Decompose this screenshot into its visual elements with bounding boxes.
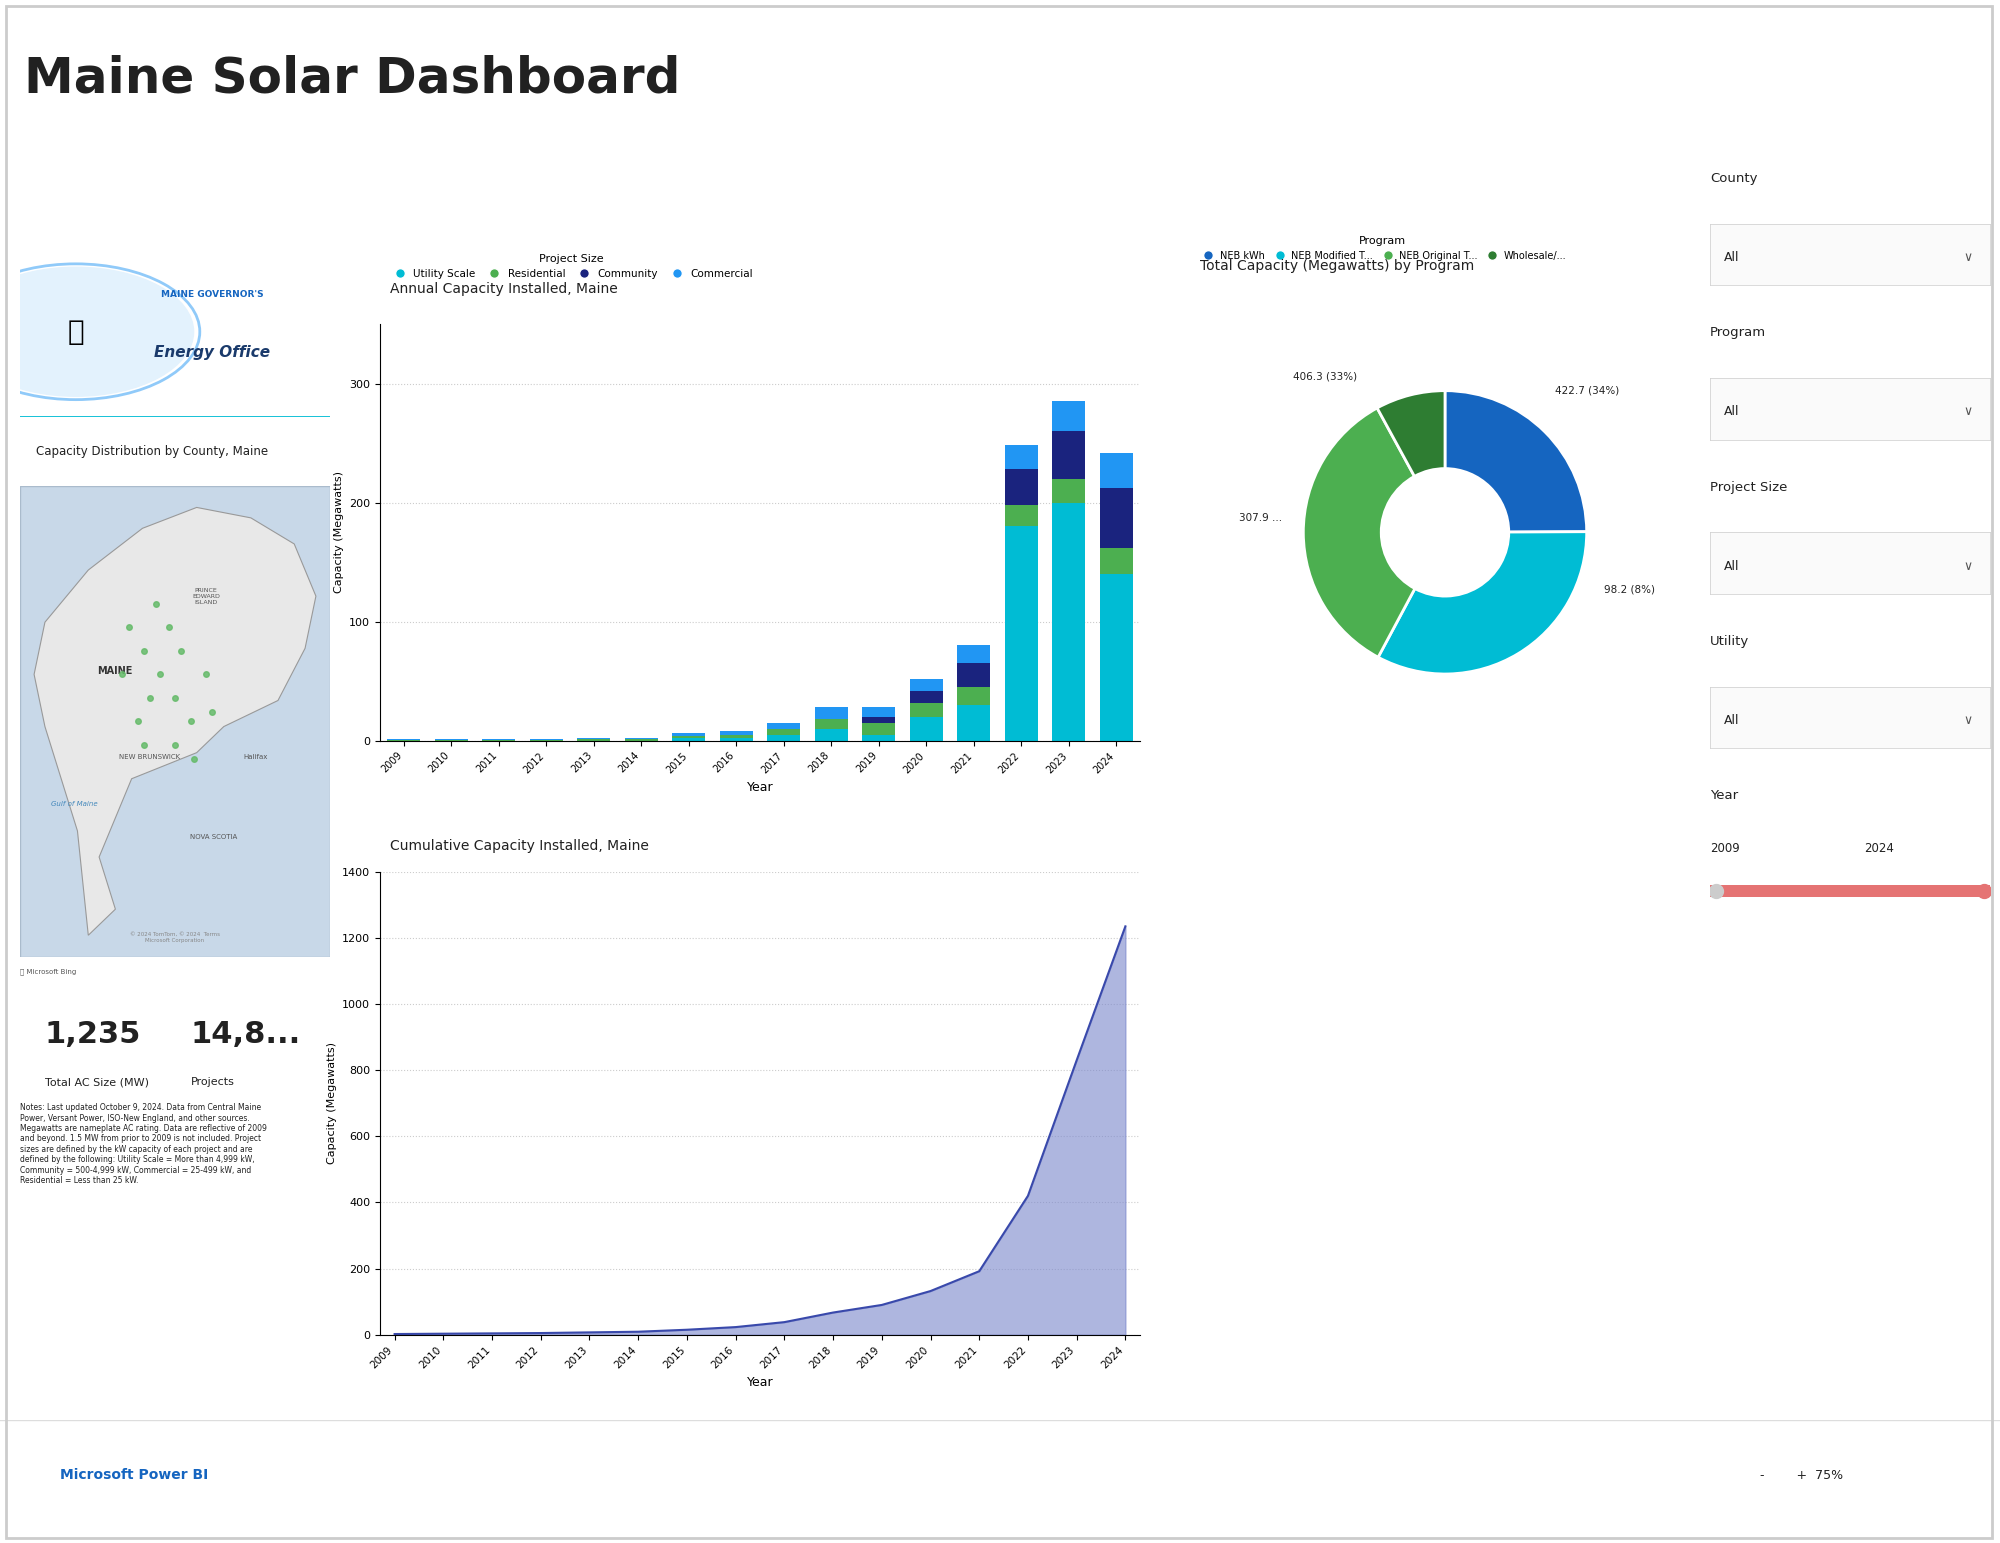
Bar bbox=[672, 733, 706, 736]
Text: NOVA SCOTIA: NOVA SCOTIA bbox=[190, 835, 238, 839]
Text: Energy Office: Energy Office bbox=[154, 344, 270, 360]
Text: All: All bbox=[1724, 714, 1740, 727]
Bar bbox=[1100, 452, 1132, 488]
Text: Year: Year bbox=[1710, 790, 1738, 802]
Text: 2024: 2024 bbox=[1864, 842, 1894, 855]
Text: ∨: ∨ bbox=[1964, 560, 1972, 572]
Text: Total AC Size (MW): Total AC Size (MW) bbox=[44, 1077, 148, 1088]
Bar bbox=[1100, 548, 1132, 574]
Bar bbox=[862, 707, 896, 717]
Text: © 2024 TomTom, © 2024  Terms
Microsoft Corporation: © 2024 TomTom, © 2024 Terms Microsoft Co… bbox=[130, 932, 220, 943]
Text: MAINE: MAINE bbox=[98, 667, 132, 676]
Bar bbox=[768, 734, 800, 741]
Bar bbox=[720, 731, 752, 734]
Y-axis label: Capacity (Megawatts): Capacity (Megawatts) bbox=[334, 471, 344, 594]
Text: All: All bbox=[1724, 560, 1740, 572]
Bar bbox=[1004, 469, 1038, 505]
Text: 14,8...: 14,8... bbox=[190, 1020, 300, 1049]
Text: 307.9 ...: 307.9 ... bbox=[1240, 514, 1282, 523]
Bar bbox=[672, 738, 706, 741]
Text: PRINCE
EDWARD
ISLAND: PRINCE EDWARD ISLAND bbox=[192, 588, 220, 605]
Text: Maine Solar Dashboard: Maine Solar Dashboard bbox=[24, 54, 680, 102]
Bar bbox=[1100, 574, 1132, 741]
Text: All: All bbox=[1724, 406, 1740, 418]
Bar bbox=[1004, 446, 1038, 469]
Text: County: County bbox=[1710, 173, 1758, 185]
Text: 406.3 (33%): 406.3 (33%) bbox=[1292, 372, 1356, 381]
Text: 2009: 2009 bbox=[1710, 842, 1740, 855]
Text: ∨: ∨ bbox=[1964, 714, 1972, 727]
Bar bbox=[958, 705, 990, 741]
Bar bbox=[958, 663, 990, 687]
Bar bbox=[1052, 478, 1086, 503]
Bar bbox=[1052, 430, 1086, 478]
Bar bbox=[720, 734, 752, 738]
Text: Total Capacity (Megawatts) by Program: Total Capacity (Megawatts) by Program bbox=[1200, 259, 1474, 273]
Bar bbox=[814, 719, 848, 728]
Text: 🗺: 🗺 bbox=[68, 318, 84, 346]
Bar bbox=[814, 707, 848, 719]
Polygon shape bbox=[34, 508, 316, 935]
FancyBboxPatch shape bbox=[20, 486, 330, 957]
Text: Gulf of Maine: Gulf of Maine bbox=[52, 801, 98, 807]
Bar bbox=[910, 702, 942, 717]
Text: Utility: Utility bbox=[1710, 636, 1750, 648]
Text: 🔍 Microsoft Bing: 🔍 Microsoft Bing bbox=[20, 969, 76, 975]
Y-axis label: Capacity (Megawatts): Capacity (Megawatts) bbox=[326, 1042, 336, 1165]
Bar bbox=[910, 717, 942, 741]
Bar bbox=[814, 728, 848, 741]
Bar bbox=[958, 645, 990, 663]
Bar bbox=[1052, 401, 1086, 430]
X-axis label: Year: Year bbox=[746, 781, 774, 793]
Text: MAINE GOVERNOR'S: MAINE GOVERNOR'S bbox=[160, 290, 264, 299]
Legend: Utility Scale, Residential, Community, Commercial: Utility Scale, Residential, Community, C… bbox=[386, 250, 758, 282]
Bar bbox=[910, 679, 942, 691]
Legend: NEB kWh, NEB Modified T..., NEB Original T..., Wholesale/...: NEB kWh, NEB Modified T..., NEB Original… bbox=[1194, 231, 1570, 265]
Wedge shape bbox=[1304, 407, 1414, 657]
Bar bbox=[1004, 505, 1038, 526]
Text: Annual Capacity Installed, Maine: Annual Capacity Installed, Maine bbox=[390, 282, 618, 296]
Text: Halifax: Halifax bbox=[244, 755, 268, 761]
Text: Microsoft Power BI: Microsoft Power BI bbox=[60, 1467, 208, 1483]
Text: 422.7 (34%): 422.7 (34%) bbox=[1554, 386, 1618, 395]
Wedge shape bbox=[1378, 532, 1586, 674]
Bar bbox=[1710, 886, 1990, 896]
Text: -        +  75%: - + 75% bbox=[1760, 1469, 1844, 1481]
Bar bbox=[768, 722, 800, 728]
Wedge shape bbox=[1378, 390, 1446, 477]
Text: NEW BRUNSWICK: NEW BRUNSWICK bbox=[120, 755, 180, 761]
Bar bbox=[862, 734, 896, 741]
Circle shape bbox=[0, 267, 194, 397]
Bar bbox=[672, 736, 706, 738]
Bar bbox=[768, 728, 800, 734]
Text: Notes: Last updated October 9, 2024. Data from Central Maine
Power, Versant Powe: Notes: Last updated October 9, 2024. Dat… bbox=[20, 1103, 266, 1185]
Bar bbox=[1004, 526, 1038, 741]
Bar bbox=[1710, 886, 1990, 896]
Bar bbox=[910, 691, 942, 702]
Text: Projects: Projects bbox=[190, 1077, 234, 1088]
X-axis label: Year: Year bbox=[746, 1376, 774, 1389]
Text: ∨: ∨ bbox=[1964, 252, 1972, 264]
Bar bbox=[958, 687, 990, 705]
Bar bbox=[1100, 488, 1132, 548]
Text: All: All bbox=[1724, 252, 1740, 264]
Text: ∨: ∨ bbox=[1964, 406, 1972, 418]
Text: Program: Program bbox=[1710, 327, 1766, 339]
Text: Project Size: Project Size bbox=[1710, 481, 1788, 494]
Bar bbox=[720, 738, 752, 741]
Wedge shape bbox=[1444, 390, 1586, 532]
Text: Capacity Distribution by County, Maine: Capacity Distribution by County, Maine bbox=[36, 444, 268, 458]
Bar bbox=[862, 717, 896, 722]
Bar bbox=[1052, 503, 1086, 741]
Text: 98.2 (8%): 98.2 (8%) bbox=[1604, 583, 1654, 594]
Bar bbox=[862, 722, 896, 734]
Text: Cumulative Capacity Installed, Maine: Cumulative Capacity Installed, Maine bbox=[390, 839, 648, 853]
Text: 1,235: 1,235 bbox=[44, 1020, 142, 1049]
